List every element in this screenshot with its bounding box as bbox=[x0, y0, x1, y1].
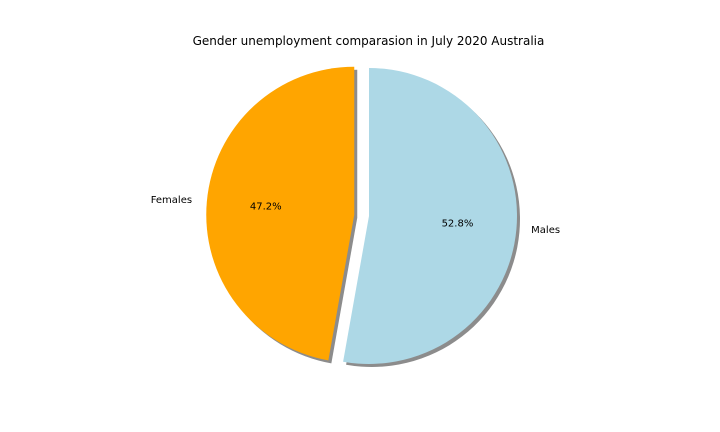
slice-percent-males: 52.8% bbox=[442, 218, 474, 229]
slice-label-males: Males bbox=[531, 225, 560, 236]
chart-title: Gender unemployment comparasion in July … bbox=[192, 34, 545, 48]
slice-layer bbox=[206, 66, 518, 364]
slice-males bbox=[343, 68, 518, 364]
slice-females bbox=[206, 66, 355, 361]
slice-label-females: Females bbox=[151, 195, 192, 206]
label-layer: Females 47.2% Males 52.8% bbox=[151, 195, 560, 236]
slice-percent-females: 47.2% bbox=[250, 201, 282, 212]
